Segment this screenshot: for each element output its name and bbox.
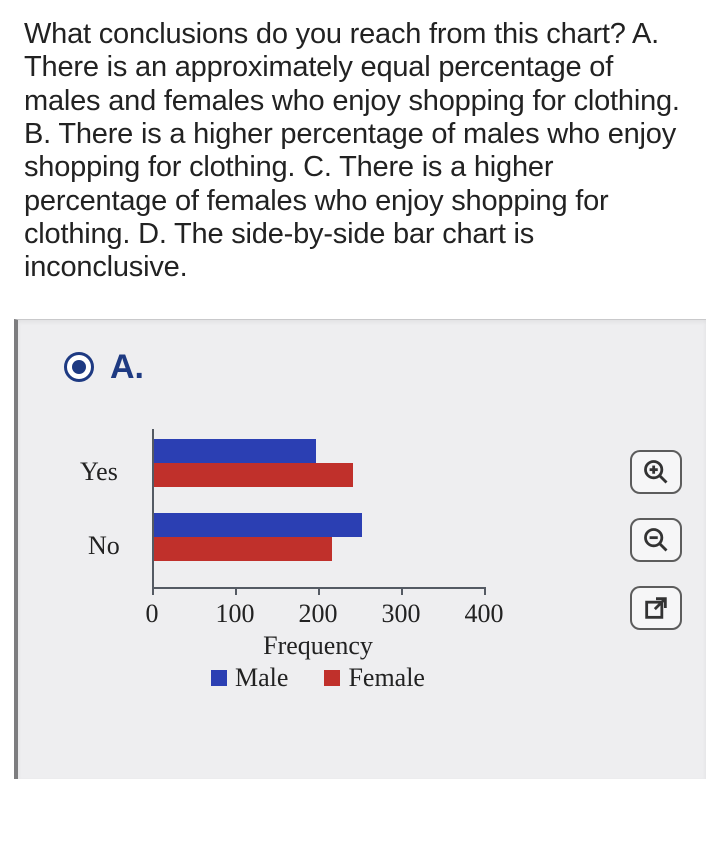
y-label-yes: Yes xyxy=(80,457,118,487)
popout-button[interactable] xyxy=(630,586,682,630)
x-tick-label: 300 xyxy=(382,599,421,629)
bar-yes-male xyxy=(154,439,316,463)
x-ticks xyxy=(152,589,484,597)
popout-icon xyxy=(642,594,670,622)
y-label-no: No xyxy=(88,531,120,561)
zoom-in-button[interactable] xyxy=(630,450,682,494)
legend-item-female: Female xyxy=(324,663,425,693)
x-tick-label: 200 xyxy=(299,599,338,629)
bar-chart: Yes No 0100200300400 Frequency Male Fema… xyxy=(72,429,682,589)
legend-label-male: Male xyxy=(235,663,288,693)
legend-label-female: Female xyxy=(348,663,425,693)
radio-dot xyxy=(72,360,86,374)
zoom-in-icon xyxy=(642,458,670,486)
answer-panel: A. Yes No 0100200300400 Frequency Male F xyxy=(14,319,706,779)
option-a-label: A. xyxy=(110,348,144,387)
x-axis-title: Frequency xyxy=(152,631,484,661)
legend: Male Female xyxy=(152,663,484,693)
x-tick-label: 400 xyxy=(465,599,504,629)
question-text: What conclusions do you reach from this … xyxy=(0,0,720,313)
option-a-row[interactable]: A. xyxy=(64,348,682,387)
legend-swatch-male xyxy=(211,670,227,686)
legend-item-male: Male xyxy=(211,663,288,693)
x-tick-label: 0 xyxy=(146,599,159,629)
legend-swatch-female xyxy=(324,670,340,686)
x-tick-label: 100 xyxy=(216,599,255,629)
bar-no-female xyxy=(154,537,332,561)
bar-yes-female xyxy=(154,463,353,487)
option-a-radio[interactable] xyxy=(64,352,94,382)
zoom-out-icon xyxy=(642,526,670,554)
chart-toolbar xyxy=(630,450,682,630)
zoom-out-button[interactable] xyxy=(630,518,682,562)
plot-area: Yes No xyxy=(72,429,682,589)
bar-no-male xyxy=(154,513,362,537)
